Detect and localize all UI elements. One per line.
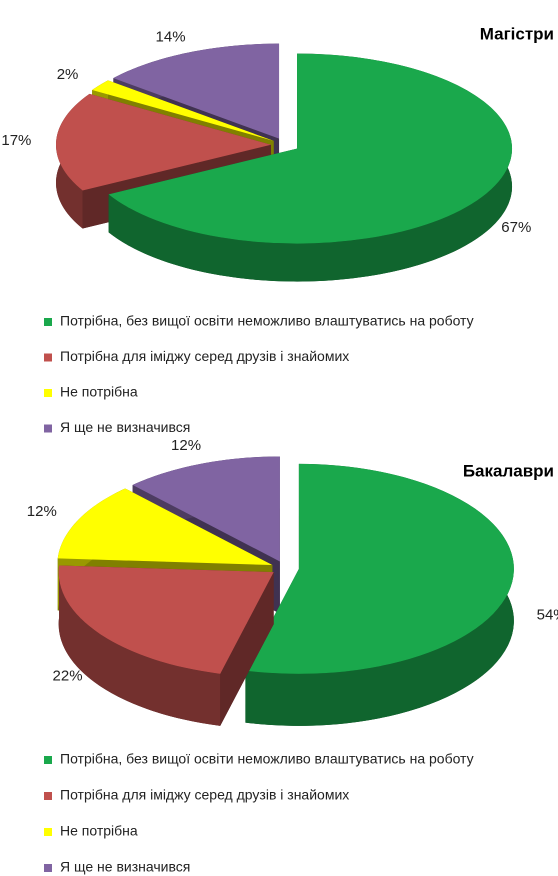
slice xyxy=(113,43,280,139)
legend-label: Я ще не визначився xyxy=(60,859,190,875)
legend-label: Не потрібна xyxy=(60,823,138,839)
data-label: 67% xyxy=(501,219,531,236)
data-label: 22% xyxy=(53,667,83,684)
legend-label: Потрібна, без вищої освіти неможливо вла… xyxy=(60,751,474,767)
legend-label: Потрібна для іміджу серед друзів і знайо… xyxy=(60,787,349,803)
slice xyxy=(92,80,274,141)
data-label: 12% xyxy=(27,503,57,520)
chart-title: Бакалаври xyxy=(463,461,554,480)
legend-swatch xyxy=(44,353,52,362)
data-label: 14% xyxy=(156,29,186,46)
legend-label: Потрібна, без вищої освіти неможливо вла… xyxy=(60,313,474,329)
slice xyxy=(58,565,274,674)
slice xyxy=(57,488,273,566)
legend-swatch xyxy=(44,828,52,836)
legend-swatch xyxy=(44,424,52,433)
legend-swatch xyxy=(44,389,52,397)
slice xyxy=(108,53,513,244)
data-label: 54% xyxy=(537,607,558,624)
legend-swatch xyxy=(44,864,52,872)
legend-swatch xyxy=(44,756,52,764)
legend-label: Не потрібна xyxy=(60,384,138,400)
legend-label: Потрібна для іміджу серед друзів і знайо… xyxy=(60,348,349,364)
slice xyxy=(56,93,272,191)
slice xyxy=(132,456,280,562)
legend-swatch xyxy=(44,792,52,800)
data-label: 17% xyxy=(1,132,31,149)
legend-label: Я ще не визначився xyxy=(60,419,190,435)
slice-side xyxy=(58,565,221,726)
chart-title: Магістри xyxy=(480,24,554,43)
slice xyxy=(245,463,514,674)
legend-swatch xyxy=(44,318,52,326)
data-label: 2% xyxy=(57,66,79,83)
data-label: 12% xyxy=(171,437,201,454)
